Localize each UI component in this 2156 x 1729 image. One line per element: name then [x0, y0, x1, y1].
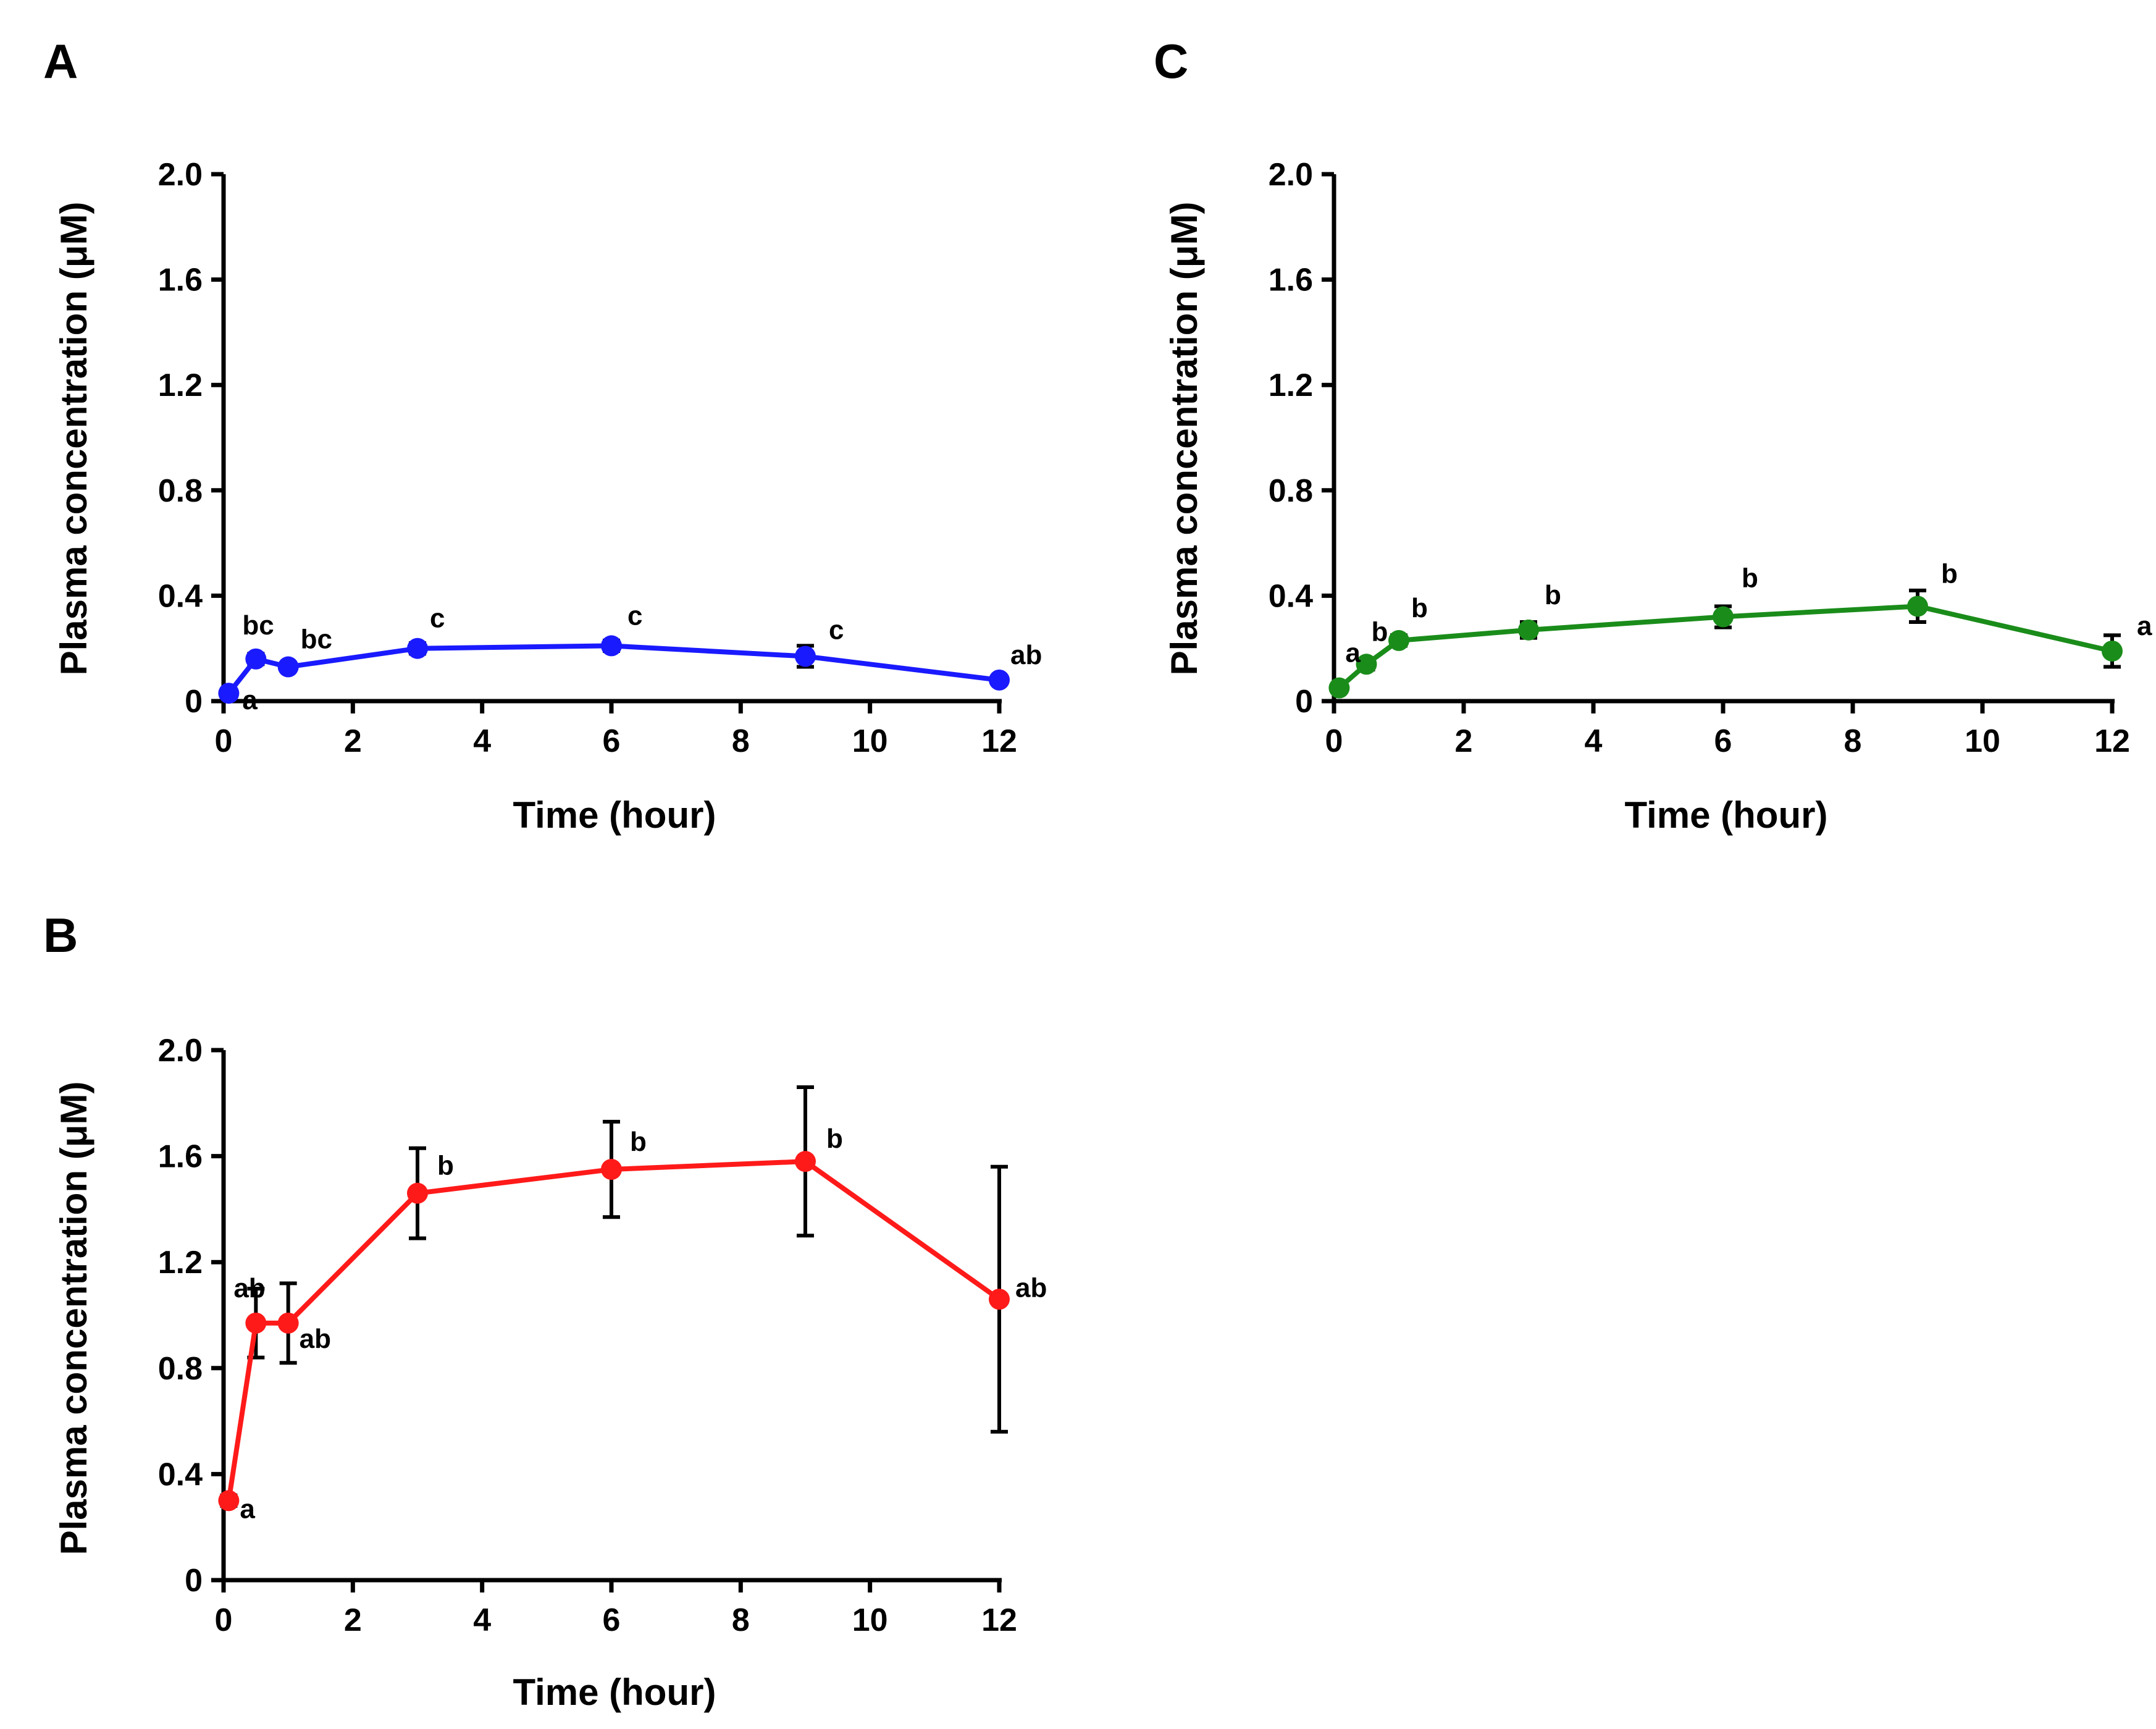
- y-tick-label: 2.0: [1269, 157, 1313, 193]
- data-point: [989, 669, 1010, 691]
- x-tick-label: 4: [1585, 723, 1603, 759]
- significance-label: a: [1345, 638, 1361, 668]
- y-tick-label: 0: [1295, 684, 1313, 720]
- data-point: [1356, 654, 1377, 675]
- data-point: [795, 1151, 816, 1172]
- significance-label: a: [2137, 611, 2152, 641]
- y-tick-label: 0.4: [158, 1457, 203, 1492]
- y-tick-label: 1.2: [158, 368, 203, 403]
- x-axis-title: Time (hour): [1625, 794, 1828, 836]
- data-point: [245, 1312, 267, 1334]
- y-axis-title: Plasma concentration (μM): [53, 1082, 94, 1555]
- significance-label: b: [1941, 558, 1958, 589]
- panel-c: C Plasma concentration (μM) Time (hour) …: [1154, 34, 2152, 836]
- data-point: [601, 1159, 622, 1180]
- x-tick-label: 8: [732, 723, 750, 759]
- x-axis-title: Time (hour): [513, 794, 716, 836]
- panel-letter: A: [43, 34, 78, 88]
- x-tick-label: 0: [215, 1602, 233, 1638]
- data-point: [245, 648, 267, 670]
- data-point: [1907, 595, 1928, 617]
- data-point: [277, 656, 299, 678]
- panel-letter: B: [43, 908, 78, 962]
- data-point: [218, 683, 240, 704]
- y-tick-label: 0.8: [158, 473, 203, 509]
- y-tick-label: 1.2: [158, 1245, 203, 1281]
- x-axis-title: Time (hour): [513, 1672, 716, 1713]
- y-tick-label: 1.6: [158, 1139, 203, 1175]
- x-tick-label: 12: [981, 1602, 1017, 1638]
- x-tick-label: 2: [344, 723, 362, 759]
- data-point: [407, 637, 428, 659]
- x-tick-label: 0: [1325, 723, 1343, 759]
- data-point: [795, 646, 816, 667]
- panel-b: B Plasma concentration (μM) Time (hour) …: [43, 908, 1047, 1713]
- significance-label: b: [826, 1124, 843, 1154]
- significance-label: bc: [242, 610, 274, 641]
- significance-label: b: [630, 1127, 647, 1157]
- data-point: [1388, 629, 1409, 651]
- significance-label: b: [1372, 616, 1388, 647]
- x-tick-label: 12: [981, 723, 1017, 759]
- x-tick-label: 10: [1965, 723, 2000, 759]
- y-tick-label: 0.8: [158, 1351, 203, 1387]
- y-tick-label: 0: [185, 684, 203, 720]
- x-tick-label: 2: [344, 1602, 362, 1638]
- significance-label: c: [829, 615, 844, 645]
- y-tick-label: 2.0: [158, 1033, 203, 1069]
- x-tick-label: 6: [603, 723, 621, 759]
- data-point: [218, 1490, 240, 1512]
- data-point: [407, 1182, 428, 1204]
- y-tick-label: 1.6: [158, 263, 203, 298]
- significance-label: a: [242, 685, 258, 715]
- y-tick-label: 2.0: [158, 157, 203, 193]
- data-point: [1518, 619, 1539, 641]
- y-axis-title: Plasma concentration (μM): [1164, 202, 1205, 676]
- x-tick-label: 10: [852, 1602, 888, 1638]
- y-tick-label: 0.8: [1269, 473, 1313, 509]
- data-point: [1328, 677, 1350, 699]
- y-tick-label: 0: [185, 1563, 203, 1599]
- x-tick-label: 4: [473, 1602, 491, 1638]
- significance-label: b: [437, 1151, 454, 1181]
- significance-label: c: [627, 600, 642, 631]
- significance-label: ab: [1010, 640, 1042, 670]
- x-tick-label: 6: [603, 1602, 621, 1638]
- data-point: [601, 635, 622, 657]
- data-point: [1713, 606, 1734, 628]
- x-tick-label: 8: [1844, 723, 1862, 759]
- series-line: [226, 1159, 1001, 1501]
- significance-label: b: [1411, 593, 1428, 623]
- significance-label: b: [1742, 563, 1758, 594]
- panel-letter: C: [1154, 34, 1188, 88]
- data-point: [277, 1312, 299, 1334]
- x-tick-label: 2: [1455, 723, 1473, 759]
- significance-label: bc: [301, 625, 332, 655]
- x-tick-label: 12: [2094, 723, 2130, 759]
- y-tick-label: 0.4: [1269, 578, 1313, 614]
- x-tick-label: 10: [852, 723, 888, 759]
- x-tick-label: 8: [732, 1602, 750, 1638]
- data-point: [2102, 640, 2123, 662]
- significance-label: b: [1545, 580, 1561, 610]
- x-tick-label: 4: [473, 723, 491, 759]
- y-tick-label: 0.4: [158, 578, 203, 614]
- y-tick-label: 1.2: [1269, 368, 1313, 403]
- data-point: [989, 1289, 1010, 1310]
- y-tick-label: 1.6: [1269, 263, 1313, 298]
- y-axis-title: Plasma concentration (μM): [53, 202, 94, 676]
- x-tick-label: 6: [1714, 723, 1732, 759]
- significance-label: ab: [233, 1273, 265, 1303]
- x-tick-label: 0: [215, 723, 233, 759]
- significance-label: ab: [1015, 1273, 1047, 1303]
- significance-label: a: [240, 1494, 255, 1524]
- significance-label: ab: [300, 1324, 331, 1354]
- panel-a: A Plasma concentration (μM) Time (hour) …: [43, 34, 1042, 836]
- significance-label: c: [430, 604, 445, 634]
